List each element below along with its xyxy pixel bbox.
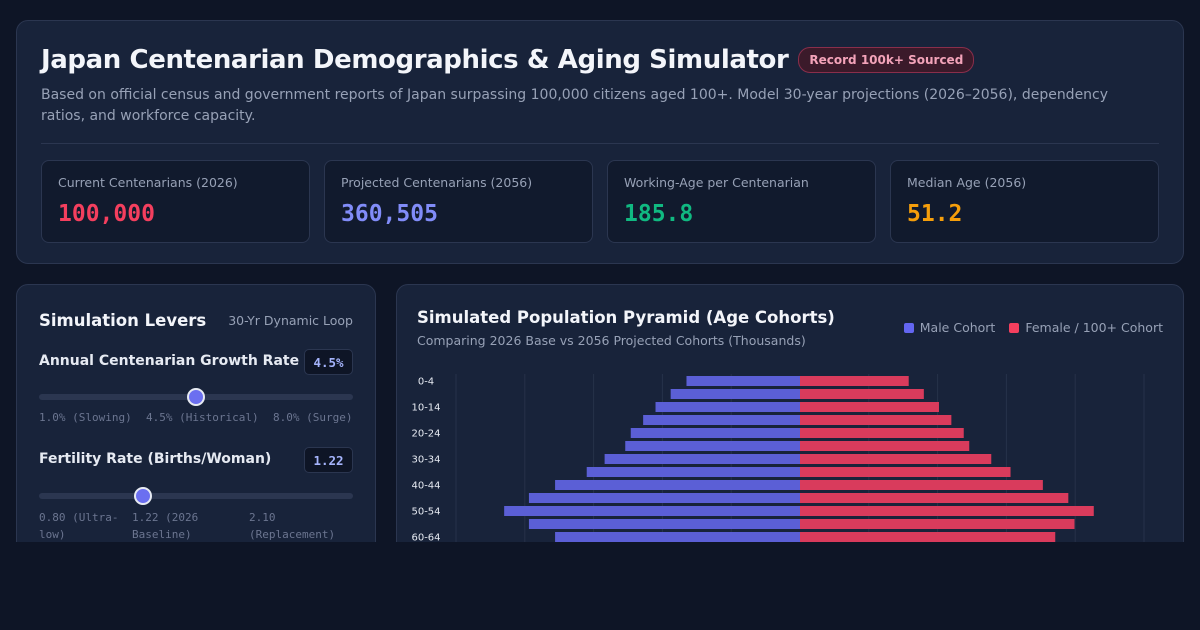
growth-rate-value: 4.5%: [304, 349, 353, 375]
female-bar-35-39: [800, 467, 1011, 477]
growth-rate-slider[interactable]: [39, 388, 353, 406]
page-description: Based on official census and government …: [41, 87, 1109, 124]
female-bar-15-19: [800, 415, 952, 425]
growth-tick-max: 8.0% (Surge): [273, 411, 353, 424]
stat-value: 51.2: [907, 201, 963, 227]
fertility-rate-label: Fertility Rate (Births/Woman): [39, 451, 272, 467]
female-bar-0-4: [800, 376, 909, 386]
stat-label: Working-Age per Centenarian: [624, 175, 809, 190]
age-label-30-34: 30-34: [411, 455, 440, 466]
fertility-tick-min: 0.80 (Ultra-low): [39, 511, 119, 541]
simulation-levers-panel: Simulation Levers 30-Yr Dynamic Loop Ann…: [16, 284, 376, 584]
fertility-rate-slider-thumb[interactable]: [133, 487, 152, 505]
age-label-40-44: 40-44: [411, 481, 440, 492]
stat-label: Median Age (2056): [907, 175, 1027, 190]
female-bar-5-9: [800, 389, 924, 399]
growth-rate-slider-thumb[interactable]: [187, 388, 205, 406]
male-bar-55-59: [528, 519, 800, 529]
male-bar-0-4: [686, 376, 800, 386]
legend-female: Female / 100+ Cohort: [1009, 320, 1163, 335]
stat-label: Projected Centenarians (2056): [341, 175, 533, 190]
header-divider: [41, 143, 1159, 144]
population-pyramid-panel: Simulated Population Pyramid (Age Cohort…: [396, 284, 1184, 584]
male-bar-35-39: [586, 467, 800, 477]
male-bar-25-29: [625, 441, 800, 451]
legend-female-label: Female / 100+ Cohort: [1025, 320, 1163, 335]
age-label-10-14: 10-14: [411, 403, 440, 414]
age-label-50-54: 50-54: [411, 507, 440, 518]
female-bar-50-54: [800, 506, 1094, 516]
female-bar-55-59: [800, 519, 1075, 529]
stat-projected-centenarians: Projected Centenarians (2056) 360,505: [324, 160, 593, 243]
age-label-60-64: 60-64: [411, 533, 440, 544]
female-bar-25-29: [800, 441, 970, 451]
growth-rate-label: Annual Centenarian Growth Rate: [39, 353, 300, 369]
female-bar-30-34: [800, 454, 992, 464]
female-bar-40-44: [800, 480, 1043, 490]
age-label-20-24: 20-24: [411, 429, 440, 440]
male-bar-50-54: [504, 506, 800, 516]
age-label-0-4: 0-4: [418, 377, 434, 388]
stat-median-age: Median Age (2056) 51.2: [890, 160, 1159, 243]
sourced-badge: Record 100k+ Sourced: [798, 47, 975, 73]
fertility-rate-value: 1.22: [304, 447, 353, 473]
growth-tick-mid: 4.5% (Historical): [146, 411, 259, 424]
fertility-rate-slider[interactable]: [39, 487, 353, 505]
legend-female-swatch: [1009, 322, 1020, 333]
stat-value: 100,000: [58, 201, 155, 227]
growth-tick-min: 1.0% (Slowing): [39, 411, 132, 424]
stat-value: 360,505: [341, 201, 438, 227]
fertility-tick-mid: 1.22 (2026 Baseline): [132, 511, 199, 541]
female-bar-60-64: [800, 532, 1056, 542]
chart-legend: Male Cohort Female / 100+ Cohort: [890, 320, 1163, 335]
stat-working-age-ratio: Working-Age per Centenarian 185.8: [607, 160, 876, 243]
levers-title: Simulation Levers: [39, 311, 207, 330]
female-bar-20-24: [800, 428, 964, 438]
population-pyramid-chart: 0-4 10-14 20-24 30-34 40-44 50-54 60-64: [411, 374, 1145, 583]
male-bar-40-44: [555, 480, 800, 490]
female-bar-10-14: [800, 402, 939, 412]
header-card: Japan Centenarian Demographics & Aging S…: [16, 20, 1184, 264]
page-bottom-area: [0, 542, 1200, 630]
chart-subtitle: Comparing 2026 Base vs 2056 Projected Co…: [417, 333, 806, 348]
male-bar-5-9: [670, 389, 800, 399]
male-bar-30-34: [604, 454, 800, 464]
legend-male-label: Male Cohort: [919, 320, 996, 335]
male-bar-60-64: [555, 532, 800, 542]
legend-male: Male Cohort: [903, 320, 996, 335]
stat-current-centenarians: Current Centenarians (2026) 100,000: [41, 160, 310, 243]
male-bar-45-49: [528, 493, 800, 503]
male-bar-15-19: [643, 415, 800, 425]
female-bar-45-49: [800, 493, 1069, 503]
page-title: Japan Centenarian Demographics & Aging S…: [41, 45, 789, 75]
chart-title: Simulated Population Pyramid (Age Cohort…: [417, 308, 835, 327]
stat-label: Current Centenarians (2026): [58, 175, 238, 190]
stat-value: 185.8: [624, 201, 694, 227]
fertility-tick-max: 2.10 (Replacement): [249, 511, 336, 541]
legend-male-swatch: [903, 322, 914, 333]
male-bar-10-14: [655, 402, 800, 412]
male-bar-20-24: [630, 428, 800, 438]
levers-tag: 30-Yr Dynamic Loop: [228, 313, 353, 328]
